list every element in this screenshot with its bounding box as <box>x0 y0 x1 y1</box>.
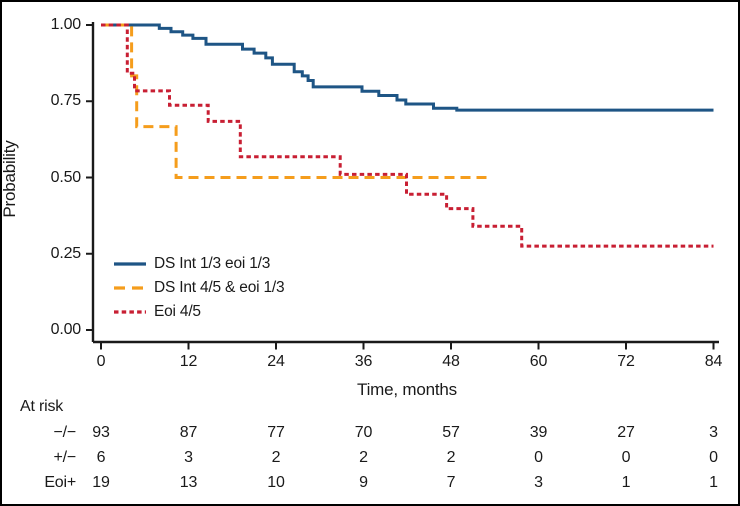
at-risk-count: 3 <box>534 474 543 491</box>
y-tick-label: 1.00 <box>50 16 82 33</box>
y-tick-label: 0.50 <box>50 168 82 186</box>
x-tick-label: 72 <box>617 353 635 370</box>
legend-label: Eoi 4/5 <box>154 303 201 320</box>
legend-item-ds-int-13-eoi-13: DS Int 1/3 eoi 1/3 <box>114 254 270 274</box>
at-risk-count: 6 <box>96 449 106 466</box>
x-tick-label: 60 <box>529 353 548 370</box>
at-risk-count: 2 <box>271 449 281 466</box>
legend-label: DS Int 4/5 & eoi 1/3 <box>154 279 285 296</box>
x-tick-label: 36 <box>354 353 373 370</box>
at-risk-row-label: Eoi+ <box>44 474 76 491</box>
legend-line-solid-icon <box>114 262 146 266</box>
at-risk-count: 87 <box>179 424 198 441</box>
y-axis-label: Probability <box>0 140 19 218</box>
x-tick-label: 48 <box>442 353 460 370</box>
series-curve-2 <box>101 23 714 248</box>
at-risk-count: 7 <box>446 474 456 491</box>
x-tick-label: 24 <box>267 353 285 370</box>
at-risk-count: 13 <box>179 474 198 491</box>
at-risk-count: 70 <box>354 424 373 441</box>
legend-item-ds-int-45-eoi-13: DS Int 4/5 & eoi 1/3 <box>114 278 285 298</box>
at-risk-count: 77 <box>267 424 285 441</box>
series-curve-1 <box>101 23 489 179</box>
at-risk-count: 93 <box>92 424 110 441</box>
at-risk-count: 10 <box>267 474 285 491</box>
at-risk-count: 0 <box>709 449 718 466</box>
x-tick-label: 84 <box>704 353 723 370</box>
x-tick-label: 0 <box>96 353 106 370</box>
at-risk-row-label: −/− <box>53 424 76 441</box>
y-tick-label: 0.00 <box>50 321 82 338</box>
at-risk-count: 2 <box>446 449 456 466</box>
series-curve-0 <box>101 23 714 112</box>
at-risk-title: At risk <box>20 398 64 415</box>
at-risk-count: 9 <box>359 474 368 491</box>
at-risk-count: 0 <box>534 449 543 466</box>
at-risk-count: 27 <box>617 424 635 441</box>
legend-item-eoi-45: Eoi 4/5 <box>114 302 201 322</box>
y-tick-label: 0.75 <box>50 92 82 110</box>
legend-line-dashed-icon <box>114 286 146 290</box>
at-risk-row-label: +/− <box>53 449 76 466</box>
at-risk-count: 57 <box>442 424 460 441</box>
at-risk-count: 1 <box>709 474 718 491</box>
at-risk-count: 3 <box>184 449 193 466</box>
at-risk-count: 1 <box>621 474 631 491</box>
y-tick-label: 0.25 <box>50 244 82 262</box>
x-tick-label: 12 <box>179 353 198 370</box>
at-risk-count: 0 <box>621 449 631 466</box>
at-risk-count: 3 <box>709 424 718 441</box>
legend-line-dotted-icon <box>114 310 146 314</box>
legend-label: DS Int 1/3 eoi 1/3 <box>154 255 271 272</box>
x-axis-label: Time, months <box>357 380 457 399</box>
at-risk-count: 2 <box>359 449 368 466</box>
at-risk-count: 39 <box>529 424 548 441</box>
at-risk-count: 19 <box>92 474 110 491</box>
